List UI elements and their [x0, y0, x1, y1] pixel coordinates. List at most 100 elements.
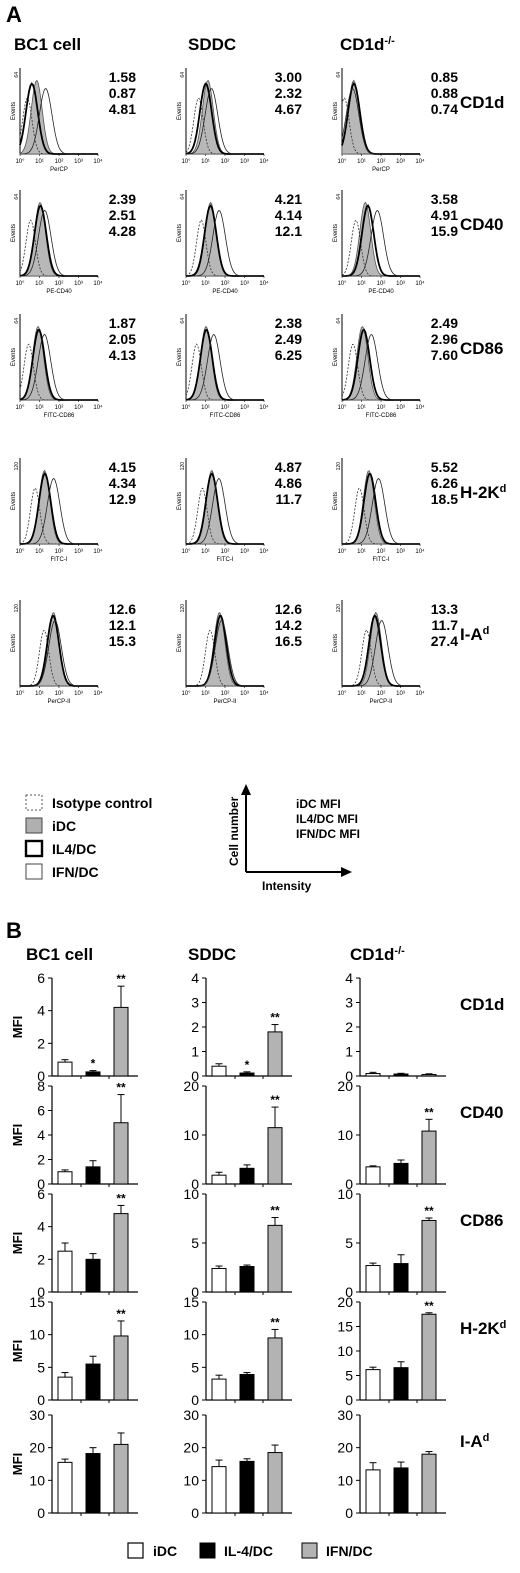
b-col-header-bc1: BC1 cell — [26, 945, 93, 964]
hist-x-tick-label: 10¹ — [35, 159, 44, 165]
hist-y-max: 120 — [14, 462, 20, 471]
hist-curve-idc — [186, 611, 264, 687]
marker-label-CD1d: CD1d — [460, 93, 504, 112]
hist-y-label: Events — [333, 492, 339, 510]
mfi-value: 6.26 — [431, 475, 458, 491]
bar-y-tick-label: 6 — [37, 970, 45, 986]
hist-x-tick-label: 10¹ — [201, 405, 210, 411]
marker-label-H-2Kd: H-2Kd — [460, 483, 506, 502]
mfi-value: 1.58 — [109, 69, 136, 85]
bar-y-tick-label: 0 — [191, 1284, 199, 1300]
bar-y-tick-label: 15 — [29, 1294, 45, 1310]
bar-y-tick-label: 10 — [337, 1186, 353, 1202]
mfi-value: 2.39 — [109, 191, 136, 207]
bar-y-tick-label: 2 — [37, 1035, 45, 1051]
bar-marker-label-I-Ad: I-Ad — [460, 1432, 489, 1451]
mfi-value: 4.86 — [275, 475, 302, 491]
hist-x-tick-label: 10⁴ — [259, 404, 269, 411]
bar-IL-4/DC — [85, 1166, 101, 1185]
bar-IFN/DC — [421, 1313, 437, 1401]
bar-y-tick-label: 10 — [337, 1343, 353, 1359]
bar-y-tick-label: 8 — [37, 1078, 45, 1094]
hist-curve-ifndc — [341, 334, 420, 401]
hist-x-label: FITC-CD86 — [210, 413, 241, 419]
bar-y-tick-label: 20 — [183, 1078, 199, 1094]
hist-x-tick-label: 10² — [221, 691, 230, 697]
bar-y-tick-label: 0 — [191, 1068, 199, 1084]
hist-y-label: Events — [177, 348, 183, 366]
hist-x-tick-label: 10³ — [396, 549, 405, 555]
mfi-value: 4.91 — [431, 207, 458, 223]
hist-x-tick-label: 10⁴ — [93, 280, 103, 287]
hist-y-max: 64 — [14, 318, 20, 324]
hist-x-tick-label: 10¹ — [357, 281, 366, 287]
bar-IL-4/DC — [239, 1167, 255, 1185]
significance-mark: * — [91, 1057, 96, 1071]
mfi-value: 5.52 — [431, 459, 458, 475]
bar-IL-4/DC — [393, 1073, 409, 1077]
hist-y-max: 120 — [336, 604, 342, 613]
bar-iDC — [211, 1466, 227, 1514]
hist-x-tick-label: 10³ — [396, 159, 405, 165]
bar-y-tick-label: 0 — [191, 1392, 199, 1408]
hist-y-label: Events — [177, 224, 183, 242]
hist-curve-ifndc — [186, 210, 264, 277]
hist-x-tick-label: 10² — [55, 281, 64, 287]
mfi-value: 2.38 — [275, 315, 302, 331]
hist-curve-il4dc — [19, 472, 98, 545]
hist-x-label: FITC-I — [373, 557, 390, 563]
flow-key: Cell number Intensity iDC MFI IL4/DC MFI… — [227, 784, 360, 893]
mfi-value: 12.1 — [275, 223, 302, 239]
bar-iDC — [57, 1376, 73, 1401]
hist-curve-ifndc — [19, 209, 98, 277]
bar-IL-4/DC — [239, 1266, 255, 1293]
hist-curve-isotype — [186, 630, 264, 687]
bar-legend-swatch-idc — [127, 1542, 144, 1559]
hist-x-label: PE-CD40 — [212, 289, 238, 295]
hist-curve-ifndc — [20, 619, 98, 687]
bar-iDC — [365, 1369, 381, 1401]
significance-mark: * — [245, 1058, 250, 1072]
bar-y-tick-label: 6 — [37, 1103, 45, 1119]
histogram-CD40-1: 64 Events 10° 10¹ 10² 10³ 10⁴ PE-CD40 4.214.1412… — [177, 190, 302, 295]
hist-x-tick-label: 10° — [181, 281, 191, 287]
hist-curve-idc — [341, 79, 420, 155]
hist-y-label: Events — [333, 224, 339, 242]
hist-y-label: Events — [11, 492, 17, 510]
hist-x-tick-label: 10¹ — [35, 549, 44, 555]
significance-mark: ** — [116, 1191, 126, 1205]
bar-y-label: MFI — [10, 1124, 25, 1146]
bar-IFN/DC — [421, 1453, 437, 1514]
hist-y-label: Events — [177, 634, 183, 652]
bar-y-tick-label: 3 — [345, 995, 353, 1011]
bar-y-tick-label: 4 — [37, 1219, 45, 1235]
hist-x-tick-label: 10⁴ — [259, 280, 269, 287]
hist-curve-ifndc — [186, 620, 264, 687]
hist-x-tick-label: 10⁴ — [415, 280, 425, 287]
hist-x-tick-label: 10° — [337, 159, 347, 165]
bar-IL-4/DC — [393, 1467, 409, 1514]
bar-y-tick-label: 0 — [345, 1176, 353, 1192]
hist-x-tick-label: 10³ — [74, 405, 83, 411]
bar-chart-I-Ad-2: 0 10 20 30 — [337, 1407, 446, 1521]
bar-y-tick-label: 0 — [37, 1392, 45, 1408]
mfi-value: 27.4 — [431, 633, 458, 649]
hist-curve-ifndc — [185, 334, 264, 401]
significance-mark: ** — [270, 1093, 280, 1107]
hist-x-tick-label: 10⁴ — [415, 690, 425, 697]
mfi-value: 4.81 — [109, 101, 136, 117]
mfi-value: 12.1 — [109, 617, 136, 633]
hist-x-tick-label: 10² — [55, 405, 64, 411]
hist-x-label: PE-CD40 — [368, 289, 394, 295]
bar-IL-4/DC — [393, 1367, 409, 1401]
histogram-CD1d-0: 64 Events 10° 10¹ 10² 10³ 10⁴ PerCP 1.580.874.81 — [11, 68, 136, 173]
bar-IL-4/DC — [85, 1453, 101, 1514]
flow-legend: Isotype control iDC IL4/DC IFN/DC — [24, 794, 152, 880]
hist-y-max: 64 — [180, 72, 186, 78]
bar-legend-swatch-il4dc — [199, 1542, 216, 1559]
key-line-1: iDC MFI — [296, 797, 341, 811]
hist-x-tick-label: 10² — [221, 549, 230, 555]
bar-IL-4/DC — [239, 1072, 255, 1077]
hist-curve-idc — [19, 469, 98, 545]
mfi-value: 4.67 — [275, 101, 302, 117]
